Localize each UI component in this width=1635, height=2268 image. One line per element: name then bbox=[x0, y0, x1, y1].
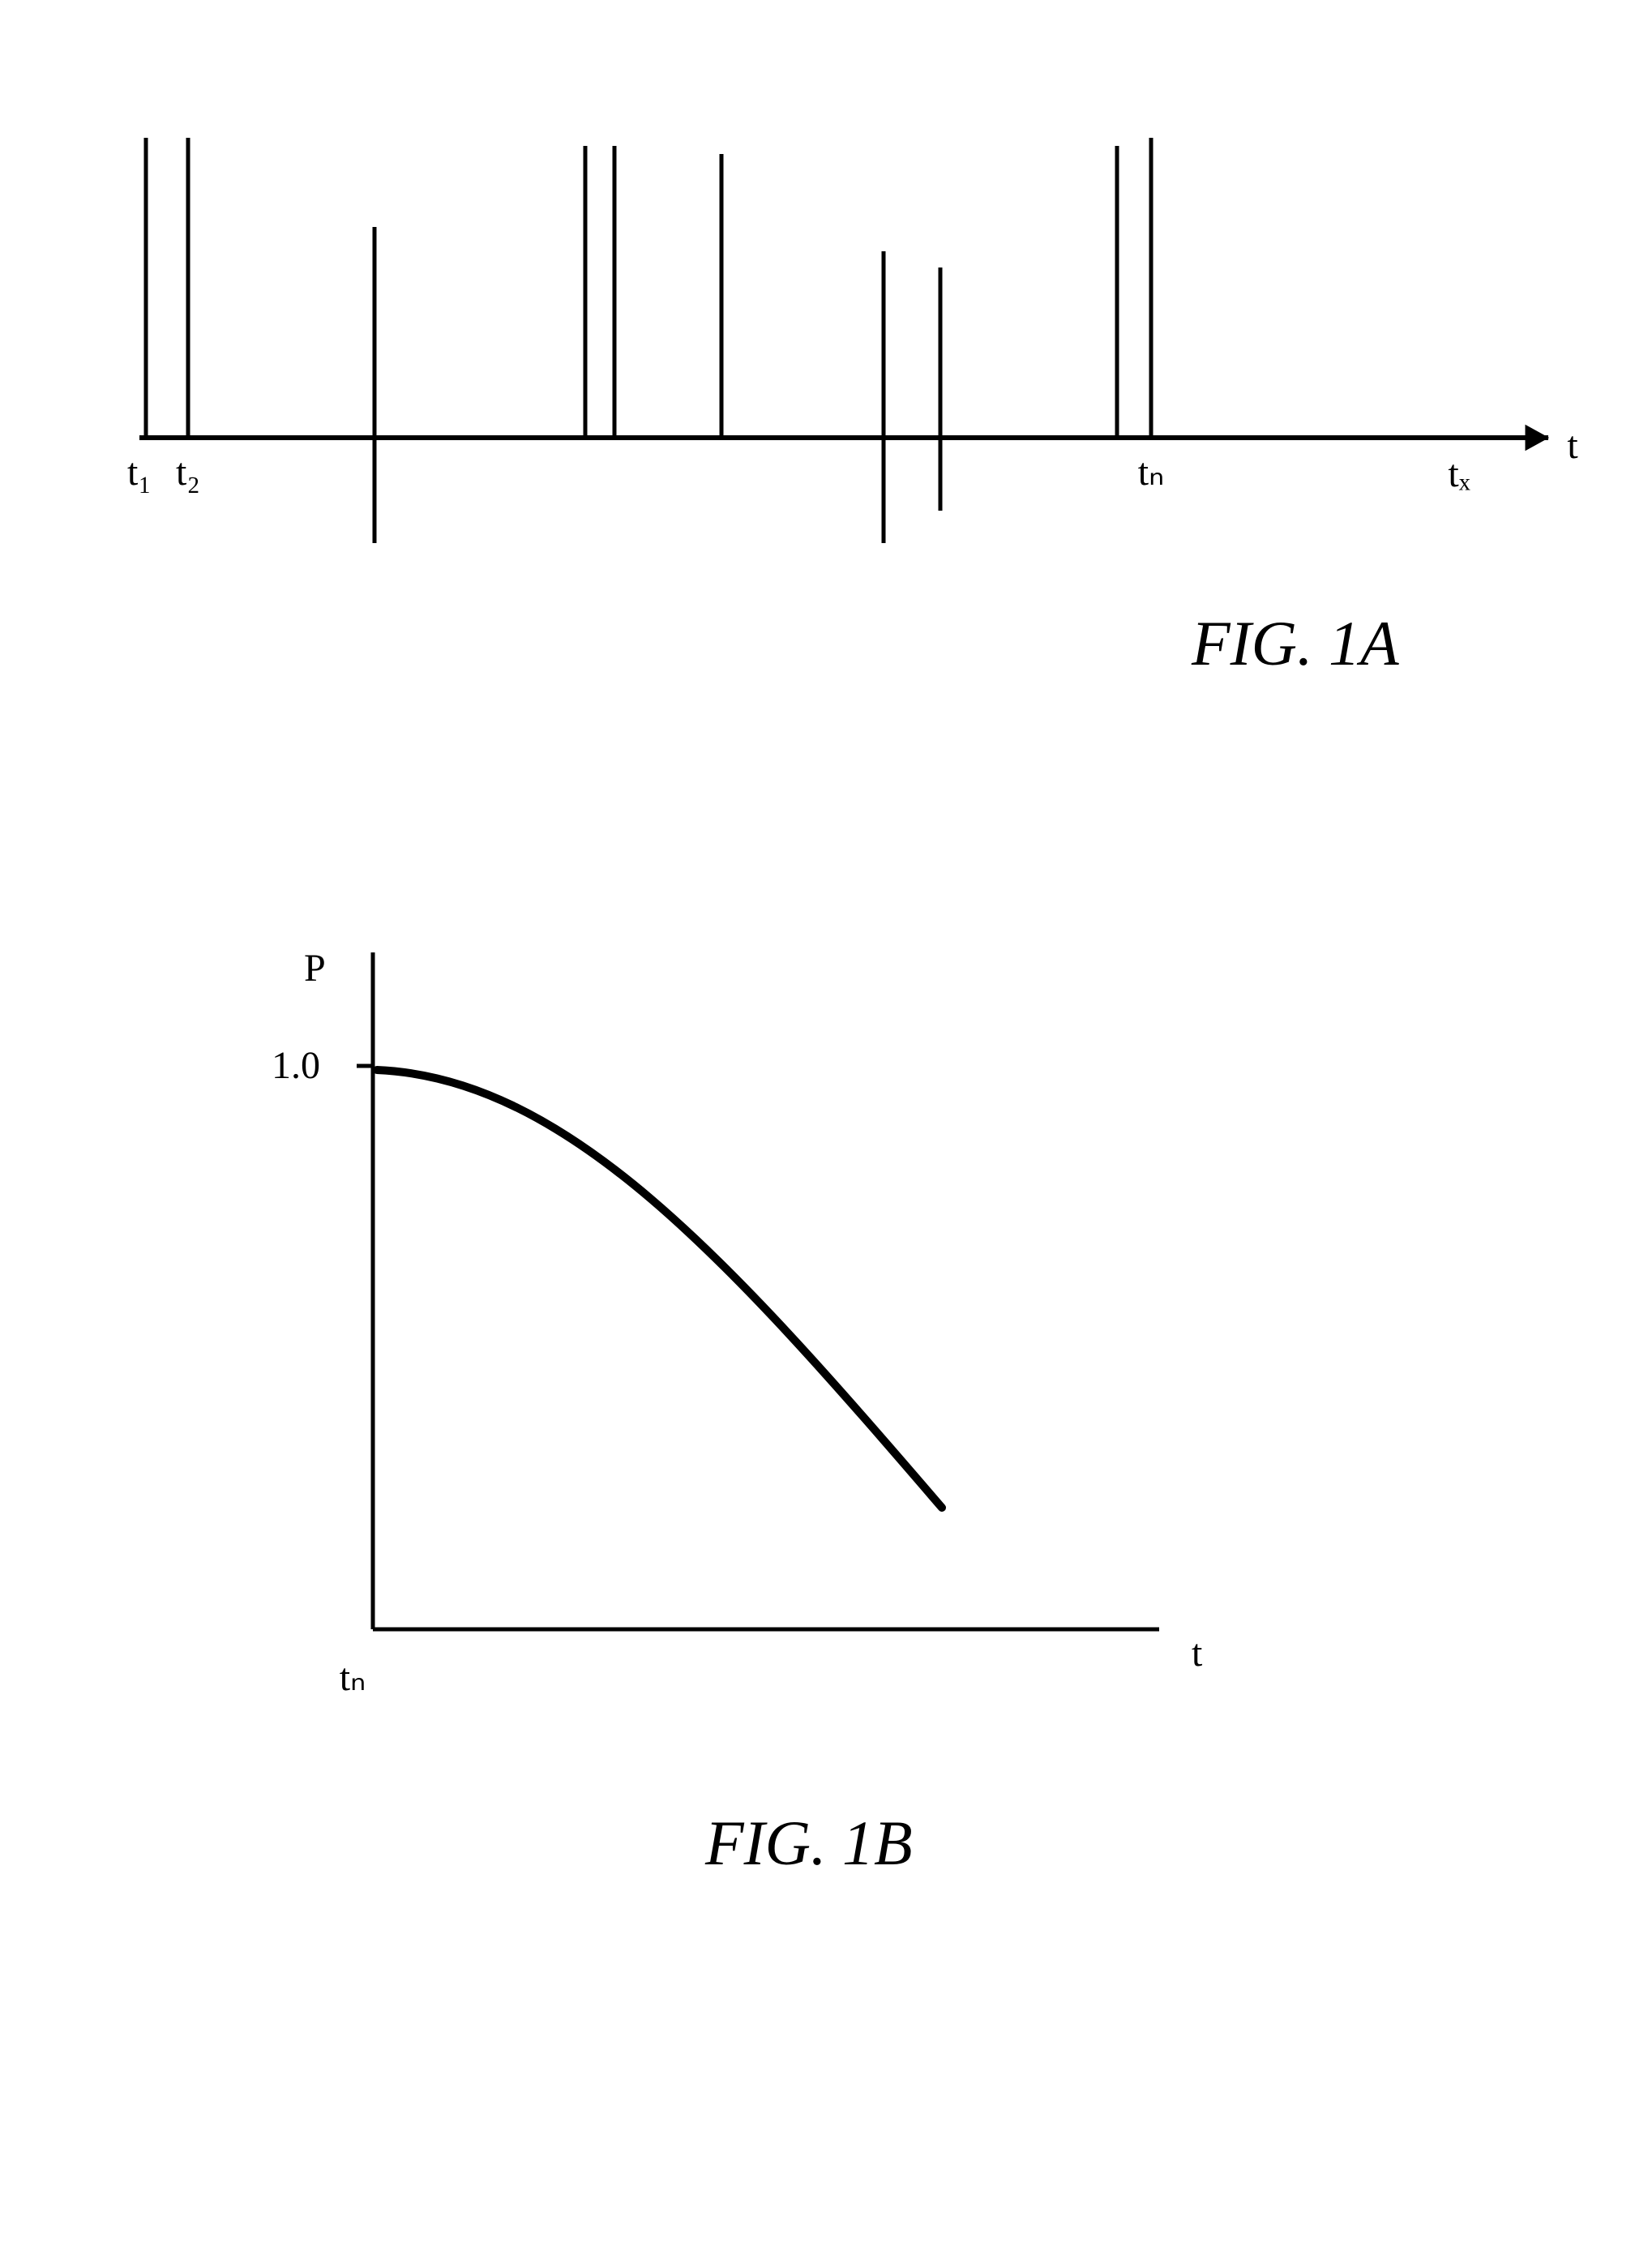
figA-tick-label-0: t₁ bbox=[127, 451, 152, 494]
figB-curve bbox=[377, 1070, 942, 1508]
figB-y-tick-label: 1.0 bbox=[272, 1044, 320, 1087]
figB-caption: FIG. 1B bbox=[704, 1808, 913, 1878]
figB-x-axis-label: t bbox=[1192, 1632, 1203, 1675]
figA-axis-label-0: tₓ bbox=[1448, 452, 1470, 495]
figB-origin-label: tₙ bbox=[340, 1656, 366, 1699]
figA-axis-label-1: t bbox=[1567, 424, 1578, 467]
figB-y-axis-label: P bbox=[304, 947, 326, 990]
figA-tick-label-9: tₙ bbox=[1138, 451, 1164, 494]
figA-tick-label-1: t₂ bbox=[176, 451, 200, 494]
figA-caption: FIG. 1A bbox=[1191, 608, 1399, 678]
figA-x-axis-arrow bbox=[1526, 426, 1548, 451]
